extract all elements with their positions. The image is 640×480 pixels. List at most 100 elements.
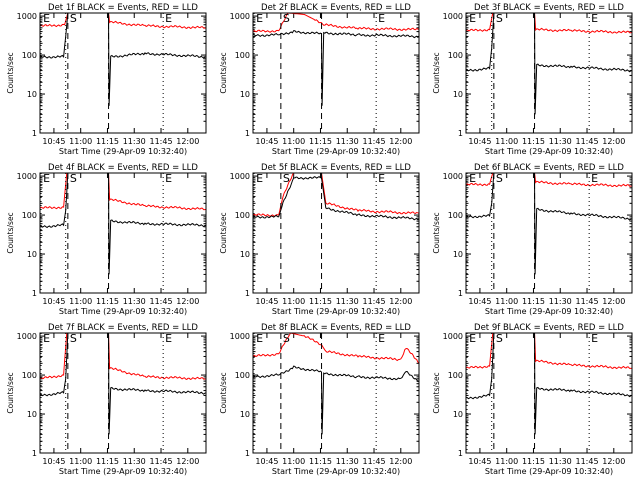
time-marker-label: S [496, 332, 503, 345]
y-tick-label: 1 [458, 449, 463, 458]
x-tick-label: 11:15 [522, 137, 545, 146]
panel-title: Det 8f BLACK = Events, RED = LLD [261, 323, 411, 333]
series-lld-line [253, 333, 419, 364]
x-tick-label: 10:45 [42, 137, 65, 146]
series-events-line [253, 175, 419, 221]
time-marker-label: E [591, 12, 598, 25]
series-lld-line [40, 333, 206, 380]
y-tick-label: 100 [448, 51, 463, 60]
x-tick-label: 10:45 [468, 297, 491, 306]
x-tick-label: 11:45 [575, 457, 598, 466]
y-tick-label: 1 [458, 289, 463, 298]
series-lld-line [253, 173, 419, 218]
plot-area [466, 13, 632, 115]
time-marker-label: S [70, 332, 77, 345]
plot-frame [39, 172, 207, 294]
x-tick-label: 11:30 [123, 457, 146, 466]
y-tick-label: 100 [448, 371, 463, 380]
plot-frame [39, 332, 207, 454]
plot-area [40, 173, 206, 275]
x-axis-label: Start Time (29-Apr-09 10:32:40) [272, 147, 400, 156]
x-tick-label: 11:30 [123, 137, 146, 146]
x-tick-label: 11:45 [362, 297, 385, 306]
x-tick-label: 11:45 [149, 297, 172, 306]
x-axis-label: Start Time (29-Apr-09 10:32:40) [59, 307, 187, 316]
y-tick-label: 1000 [17, 12, 37, 21]
x-tick-label: 11:45 [575, 297, 598, 306]
x-tick-label: 11:30 [336, 137, 359, 146]
x-tick-label: 10:45 [468, 457, 491, 466]
x-tick-label: 11:15 [522, 297, 545, 306]
y-axis-label: Counts/sec [6, 212, 15, 253]
series-events-line [466, 13, 632, 115]
y-tick-label: 1000 [443, 12, 463, 21]
x-tick-label: 11:15 [309, 297, 332, 306]
time-marker-label: E [591, 172, 598, 185]
x-tick-label: 11:00 [282, 457, 305, 466]
time-marker-label: E [43, 332, 50, 345]
y-tick-label: 1000 [17, 332, 37, 341]
y-tick-label: 10 [240, 90, 250, 99]
time-marker-label: E [165, 12, 172, 25]
time-marker-label: S [496, 12, 503, 25]
time-marker-label: E [469, 332, 476, 345]
x-tick-label: 11:15 [96, 297, 119, 306]
y-tick-label: 1 [245, 449, 250, 458]
panel-title: Det 6f BLACK = Events, RED = LLD [474, 163, 624, 173]
plot-frame [252, 332, 420, 454]
plot-area [466, 173, 632, 275]
x-tick-label: 10:45 [255, 137, 278, 146]
time-marker-label: E [256, 12, 263, 25]
plot-area [253, 13, 419, 106]
plot-frame [465, 12, 633, 134]
x-tick-label: 10:45 [255, 457, 278, 466]
y-tick-label: 1 [245, 289, 250, 298]
plot-frame [465, 172, 633, 294]
y-tick-label: 10 [240, 250, 250, 259]
x-tick-label: 11:00 [495, 137, 518, 146]
x-tick-label: 11:15 [96, 137, 119, 146]
y-tick-label: 100 [22, 51, 37, 60]
series-events-line [253, 30, 419, 106]
y-tick-label: 1000 [17, 172, 37, 181]
time-marker-label: E [43, 12, 50, 25]
plot-frame [39, 12, 207, 134]
y-tick-label: 1000 [230, 332, 250, 341]
x-tick-label: 11:15 [522, 457, 545, 466]
series-lld-line [40, 173, 206, 211]
time-marker-label: E [256, 332, 263, 345]
x-axis-label: Start Time (29-Apr-09 10:32:40) [59, 147, 187, 156]
y-tick-label: 1000 [443, 172, 463, 181]
x-tick-label: 11:30 [336, 457, 359, 466]
panel-title: Det 5f BLACK = Events, RED = LLD [261, 163, 411, 173]
time-marker-label: E [469, 12, 476, 25]
y-tick-label: 1 [458, 129, 463, 138]
x-tick-label: 12:00 [389, 137, 412, 146]
y-tick-label: 100 [235, 51, 250, 60]
x-tick-label: 11:30 [549, 137, 572, 146]
panel-det-1f: Det 1f BLACK = Events, RED = LLD 10:45 11:… [6, 3, 207, 156]
x-tick-label: 12:00 [602, 457, 625, 466]
panel-det-3f: Det 3f BLACK = Events, RED = LLD 10:45 11:… [432, 3, 633, 156]
x-tick-label: 12:00 [389, 297, 412, 306]
x-tick-label: 11:30 [123, 297, 146, 306]
x-tick-label: 12:00 [389, 457, 412, 466]
time-marker-label: E [378, 332, 385, 345]
y-tick-label: 1000 [230, 12, 250, 21]
series-events-line [466, 173, 632, 275]
x-tick-label: 11:15 [309, 137, 332, 146]
plot-frame [252, 172, 420, 294]
time-marker-label: E [469, 172, 476, 185]
time-marker-label: E [43, 172, 50, 185]
y-axis-label: Counts/sec [432, 212, 441, 253]
y-tick-label: 1 [32, 449, 37, 458]
panel-det-9f: Det 9f BLACK = Events, RED = LLD 10:45 11:… [432, 323, 633, 476]
time-marker-label: S [283, 172, 290, 185]
time-marker-label: S [283, 12, 290, 25]
panel-title: Det 4f BLACK = Events, RED = LLD [48, 163, 198, 173]
y-axis-label: Counts/sec [219, 372, 228, 413]
y-axis-label: Counts/sec [432, 372, 441, 413]
y-axis-label: Counts/sec [432, 52, 441, 93]
y-tick-label: 1 [32, 129, 37, 138]
